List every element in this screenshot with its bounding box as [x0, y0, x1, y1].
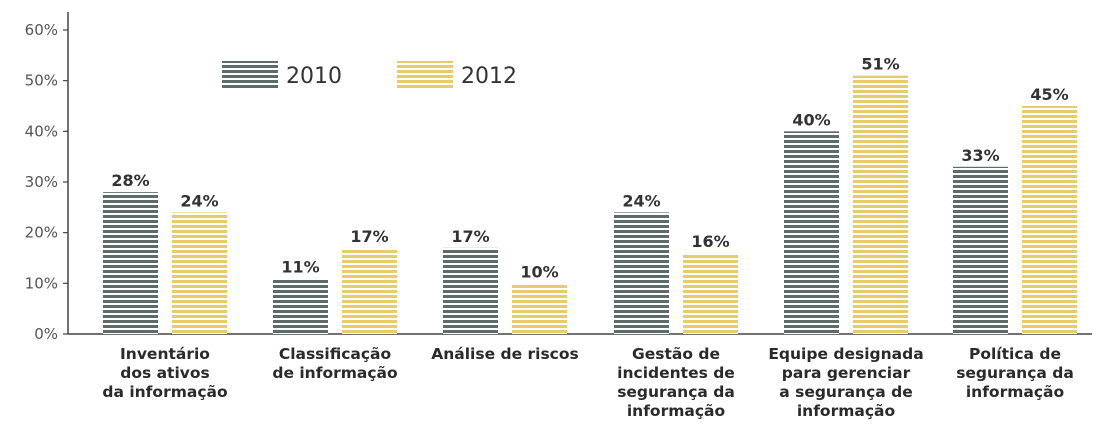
bar-2012-4 — [853, 75, 908, 334]
category-label: Equipe designada — [768, 345, 923, 363]
legend-label-2010: 2010 — [286, 64, 342, 89]
legend-swatch-2010 — [222, 61, 278, 89]
category-label: segurança da — [956, 364, 1074, 382]
category-label: Classificação — [279, 345, 391, 363]
bar-2012-1 — [342, 247, 397, 334]
legend-swatch-2012 — [397, 61, 453, 89]
data-label: 51% — [861, 55, 899, 74]
category-label: informação — [966, 383, 1064, 401]
y-tick-label: 30% — [25, 173, 58, 191]
data-label: 10% — [520, 262, 558, 281]
category-label: informação — [627, 402, 725, 420]
bar-2010-5 — [953, 166, 1008, 334]
data-label: 45% — [1030, 85, 1068, 104]
bar-2010-3 — [614, 212, 669, 334]
category-label: Inventário — [120, 345, 210, 363]
category-label: a segurança de — [779, 383, 913, 401]
bar-2012-3 — [683, 252, 738, 334]
legend-label-2012: 2012 — [461, 64, 517, 89]
data-label: 33% — [961, 146, 999, 165]
category-label: informação — [797, 402, 895, 420]
y-tick-label: 60% — [25, 21, 58, 39]
axes: 0% 10% 20% 30% 40% 50% 60% — [25, 12, 1092, 343]
category-label: de informação — [272, 364, 397, 382]
bar-2010-2 — [443, 247, 498, 334]
category-label: Análise de riscos — [431, 345, 579, 363]
category-label: incidentes de — [617, 364, 735, 382]
category-label: Gestão de — [632, 345, 720, 363]
bar-2012-0 — [172, 212, 227, 334]
bar-2010-0 — [103, 192, 158, 334]
bar-2010-4 — [784, 131, 839, 334]
data-label: 16% — [691, 232, 729, 251]
category-label: da informação — [102, 383, 227, 401]
data-label: 24% — [180, 191, 218, 210]
y-tick-label: 10% — [25, 274, 58, 292]
data-label: 11% — [281, 257, 319, 276]
y-tick-label: 40% — [25, 122, 58, 140]
y-tick-label: 0% — [34, 325, 58, 343]
data-label: 40% — [792, 110, 830, 129]
y-tick-label: 20% — [25, 224, 58, 242]
category-label: para gerenciar — [782, 364, 911, 382]
bar-2012-2 — [512, 283, 567, 334]
y-tick-label: 50% — [25, 72, 58, 90]
data-label: 28% — [111, 171, 149, 190]
category-label: Política de — [969, 345, 1061, 363]
data-label: 24% — [622, 191, 660, 210]
data-label: 17% — [350, 227, 388, 246]
data-label: 17% — [451, 227, 489, 246]
legend: 2010 2012 — [222, 61, 517, 89]
bars: 28% 11% 17% 24% 40% 33% 24% 17% 10% 16% 51% 45% — [103, 55, 1077, 334]
bar-2012-5 — [1022, 106, 1077, 334]
category-label: dos ativos — [120, 364, 210, 382]
category-label: segurança da — [617, 383, 735, 401]
bar-2010-1 — [273, 278, 328, 334]
